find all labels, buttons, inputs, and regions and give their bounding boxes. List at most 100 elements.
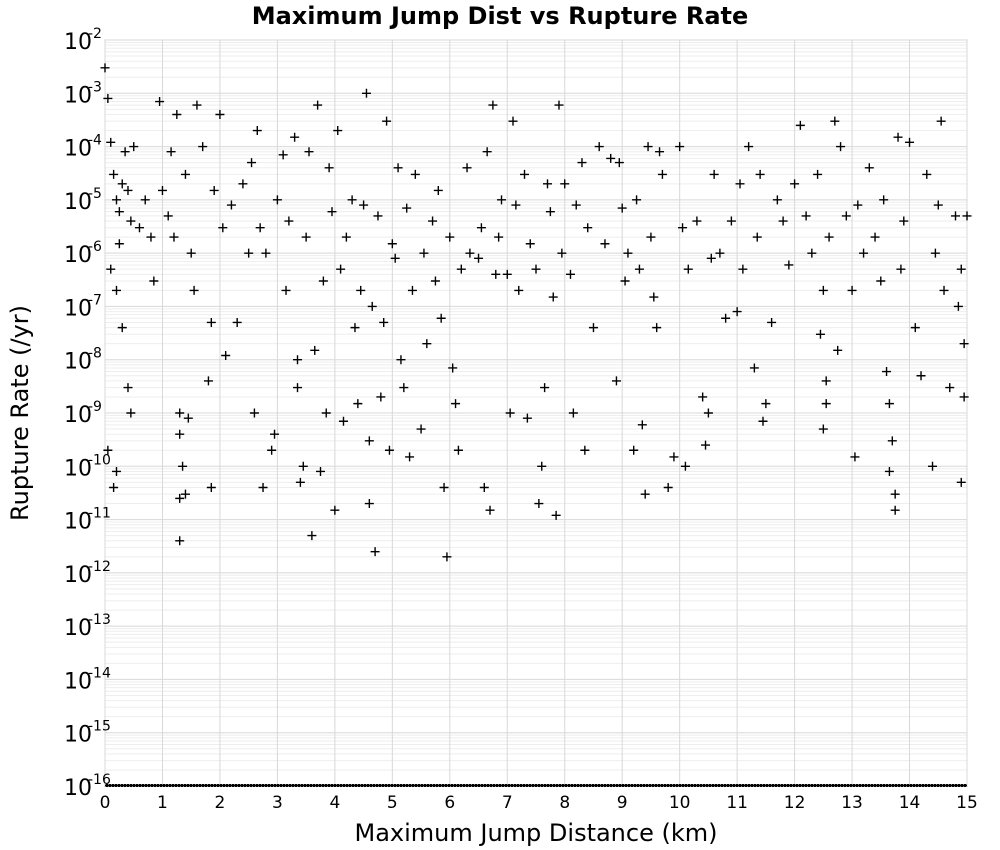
scatter-point [405,452,415,462]
scatter-point [959,392,969,402]
scatter-point [100,63,110,73]
scatter-point [428,216,438,226]
scatter-point [103,93,113,103]
scatter-point [617,203,627,213]
scatter-point [706,253,716,263]
scatter-point [361,88,371,98]
scatter-point [752,232,762,242]
scatter-point [683,264,693,274]
scatter-point [117,179,127,189]
scatter-point [640,489,650,499]
scatter-point [646,232,656,242]
scatter-point [767,317,777,327]
scatter-point [580,445,590,455]
scatter-point [735,179,745,189]
scatter-point [583,223,593,233]
scatter-point [163,211,173,221]
scatter-point [637,420,647,430]
y-tick-base: 10 [64,350,92,375]
y-tick-label: 10-7 [64,292,102,321]
scatter-point [482,147,492,157]
scatter-point [488,100,498,110]
scatter-point [703,408,713,418]
scatter-point [522,413,532,423]
scatter-point [847,285,857,295]
x-tick-label: 12 [784,793,806,813]
scatter-point [560,179,570,189]
scatter-point [474,253,484,263]
scatter-point [261,248,271,258]
scatter-point [956,264,966,274]
scatter-point [445,232,455,242]
scatter-point [859,248,869,258]
y-tick-labels: 10-1610-1510-1410-1310-1210-1110-1010-91… [64,26,111,801]
scatter-point [772,195,782,205]
scatter-point [318,276,328,286]
scatter-point [416,424,426,434]
scatter-point [387,239,397,249]
y-tick-label: 10-13 [64,612,111,641]
scatter-point [652,323,662,333]
scatter-point [117,323,127,333]
scatter-point [632,195,642,205]
scatter-point [565,269,575,279]
scatter-point [655,147,665,157]
scatter-point [508,116,518,126]
scatter-point [189,285,199,295]
scatter-point [494,232,504,242]
scatter-point [123,383,133,393]
y-tick-base: 10 [64,30,92,55]
scatter-point [905,137,915,147]
scatter-point [252,126,262,136]
y-tick-exponent: -15 [88,719,111,735]
scatter-point [726,216,736,226]
scatter-point [824,232,834,242]
scatter-point [890,505,900,515]
scatter-point [393,163,403,173]
scatter-point [537,461,547,471]
y-tick-base: 10 [64,563,92,588]
scatter-point [485,505,495,515]
scatter-point [956,477,966,487]
scatter-point [301,232,311,242]
scatter-point [419,248,429,258]
scatter-point [439,482,449,492]
scatter-point [244,248,254,258]
scatter-point [203,376,213,386]
scatter-point [353,399,363,409]
scatter-point [502,269,512,279]
scatter-point [436,313,446,323]
scatter-point [953,301,963,311]
scatter-point [692,216,702,226]
scatter-point [520,169,530,179]
scatter-point [836,142,846,152]
scatter-point [290,132,300,142]
scatter-point [657,169,667,179]
y-tick-label: 10-11 [64,506,111,535]
x-tick-label: 13 [841,793,863,813]
x-tick-label: 15 [956,793,978,813]
scatter-point [232,317,242,327]
grid [104,39,968,787]
scatter-point [649,292,659,302]
scatter-point [330,505,340,515]
scatter-point [134,223,144,233]
scatter-point [540,383,550,393]
scatter-point [206,482,216,492]
y-tick-label: 10-8 [64,346,102,375]
y-tick-base: 10 [64,83,92,108]
scatter-point [338,416,348,426]
scatter-point [462,163,472,173]
scatter-point [853,200,863,210]
scatter-point [922,169,932,179]
scatter-point [206,317,216,327]
scatter-point [465,248,475,258]
scatter-point [611,376,621,386]
scatter-point [930,248,940,258]
scatter-point [910,323,920,333]
scatter-point [410,169,420,179]
scatter-point [476,223,486,233]
scatter-point [120,147,130,157]
x-tick-label: 9 [617,793,628,813]
scatter-point [876,276,886,286]
